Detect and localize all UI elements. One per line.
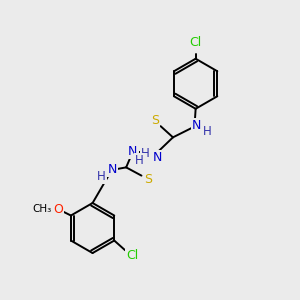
Text: CH₃: CH₃ xyxy=(33,204,52,214)
Text: H: H xyxy=(97,170,106,183)
Text: N: N xyxy=(128,145,138,158)
Text: H: H xyxy=(141,147,150,160)
Text: S: S xyxy=(151,114,159,127)
Text: H: H xyxy=(203,125,212,138)
Text: N: N xyxy=(108,163,117,176)
Text: H: H xyxy=(135,154,144,167)
Text: methoxy: methoxy xyxy=(40,208,46,209)
Text: O: O xyxy=(54,202,64,215)
Text: N: N xyxy=(192,119,201,132)
Text: S: S xyxy=(144,172,152,186)
Text: N: N xyxy=(152,151,162,164)
Text: Cl: Cl xyxy=(126,249,139,262)
Text: Cl: Cl xyxy=(190,36,202,49)
